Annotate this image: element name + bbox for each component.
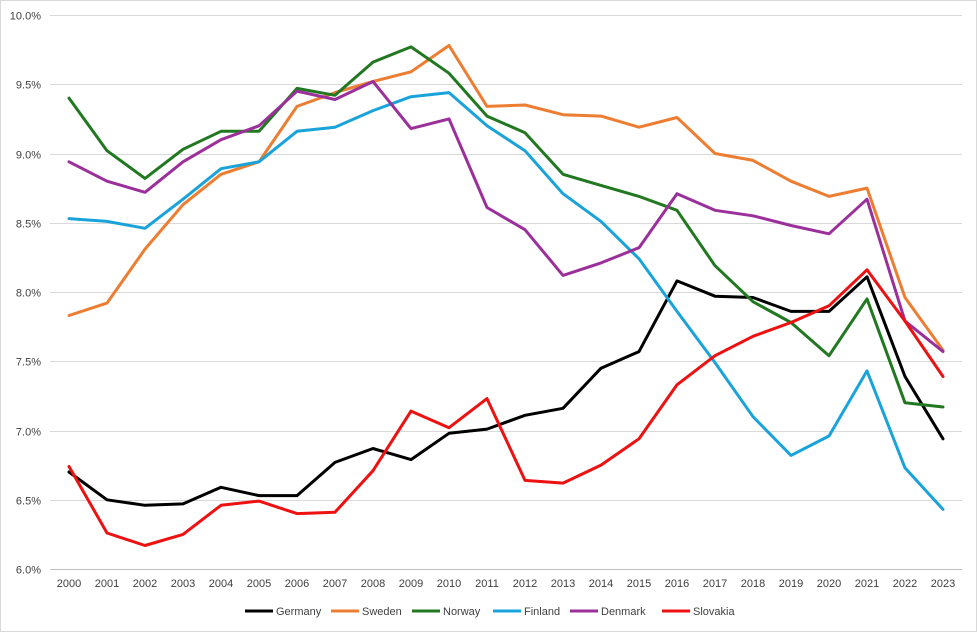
x-tick-label: 2005 [247, 578, 271, 590]
legend-label: Slovakia [693, 606, 735, 618]
y-tick-label: 10.0% [10, 11, 41, 23]
x-tick-label: 2006 [285, 578, 309, 590]
x-tick-label: 2000 [57, 578, 81, 590]
x-tick-label: 2019 [779, 578, 803, 590]
y-tick-label: 7.5% [16, 357, 41, 369]
legend-label: Denmark [601, 606, 646, 618]
y-tick-label: 8.0% [16, 288, 41, 300]
x-tick-label: 2002 [133, 578, 157, 590]
series-line-slovakia [67, 268, 945, 547]
x-tick-label: 2023 [931, 578, 955, 590]
series-line-denmark [67, 80, 945, 354]
series-lines [67, 44, 945, 547]
x-tick-label: 2018 [741, 578, 765, 590]
x-tick-label: 2001 [95, 578, 119, 590]
x-tick-label: 2021 [855, 578, 879, 590]
y-tick-label: 6.0% [16, 565, 41, 577]
x-tick-label: 2007 [323, 578, 347, 590]
y-tick-label: 9.5% [16, 80, 41, 92]
series-line-germany [67, 275, 945, 507]
series-line-sweden [67, 44, 945, 352]
x-tick-label: 2010 [437, 578, 461, 590]
x-tick-label: 2011 [475, 578, 499, 590]
x-tick-label: 2016 [665, 578, 689, 590]
x-tick-label: 2022 [893, 578, 917, 590]
y-tick-label: 8.5% [16, 219, 41, 231]
legend-label: Finland [524, 606, 560, 618]
x-tick-label: 2014 [589, 578, 613, 590]
y-tick-label: 9.0% [16, 150, 41, 162]
legend-label: Sweden [362, 606, 402, 618]
y-tick-label: 7.0% [16, 427, 41, 439]
legend: Germany Sweden Norway Finland Denmark Slovaki… [245, 606, 735, 618]
y-tick-label: 6.5% [16, 496, 41, 508]
x-tick-label: 2017 [703, 578, 727, 590]
x-tick-label: 2008 [361, 578, 385, 590]
axes: 6.0% 6.5% 7.0% 7.5% 8.0% 8.5% 9.0% 9.5% 10.0% 200… [10, 11, 962, 590]
series-line-finland [67, 91, 945, 511]
x-tick-label: 2012 [513, 578, 537, 590]
x-tick-label: 2013 [551, 578, 575, 590]
x-tick-label: 2004 [209, 578, 233, 590]
x-tick-label: 2003 [171, 578, 195, 590]
legend-label: Norway [443, 606, 481, 618]
x-tick-label: 2020 [817, 578, 841, 590]
x-tick-label: 2015 [627, 578, 651, 590]
legend-label: Germany [276, 606, 322, 618]
series-line-norway [67, 45, 945, 409]
x-tick-label: 2009 [399, 578, 423, 590]
gridlines [50, 15, 962, 570]
